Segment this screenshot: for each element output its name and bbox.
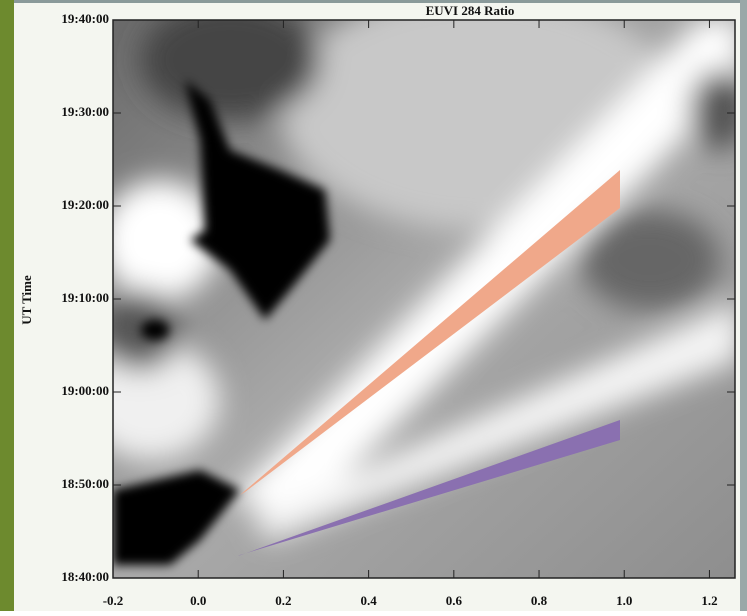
- x-tick-label: -0.2: [103, 593, 124, 608]
- y-tick-label: 19:20:00: [61, 197, 109, 212]
- x-tick-label: 0.8: [531, 593, 548, 608]
- y-tick-label: 18:50:00: [61, 476, 109, 491]
- side-strip: [0, 0, 14, 611]
- right-border: [740, 0, 747, 611]
- image: [113, 20, 735, 578]
- fit-band-purple: [238, 420, 620, 556]
- x-tick-label: 0.4: [360, 593, 377, 608]
- x-tick-label: 1.0: [616, 593, 632, 608]
- x-tick-label: 0.2: [275, 593, 291, 608]
- y-tick-label: 19:10:00: [61, 290, 109, 305]
- y-tick-label: 19:30:00: [61, 104, 109, 119]
- x-tick-label: 0.0: [190, 593, 206, 608]
- top-border: [14, 0, 747, 3]
- y-tick-label: 19:00:00: [61, 383, 109, 398]
- y-tick-label: 19:40:00: [61, 11, 109, 26]
- fit-band-orange: [240, 170, 620, 495]
- y-tick-label: 18:40:00: [61, 569, 109, 584]
- x-tick-label: 0.6: [446, 593, 463, 608]
- y-axis-label: UT Time: [19, 275, 34, 325]
- x-tick-label: 1.2: [701, 593, 717, 608]
- chart-title: EUVI 284 Ratio: [426, 3, 515, 18]
